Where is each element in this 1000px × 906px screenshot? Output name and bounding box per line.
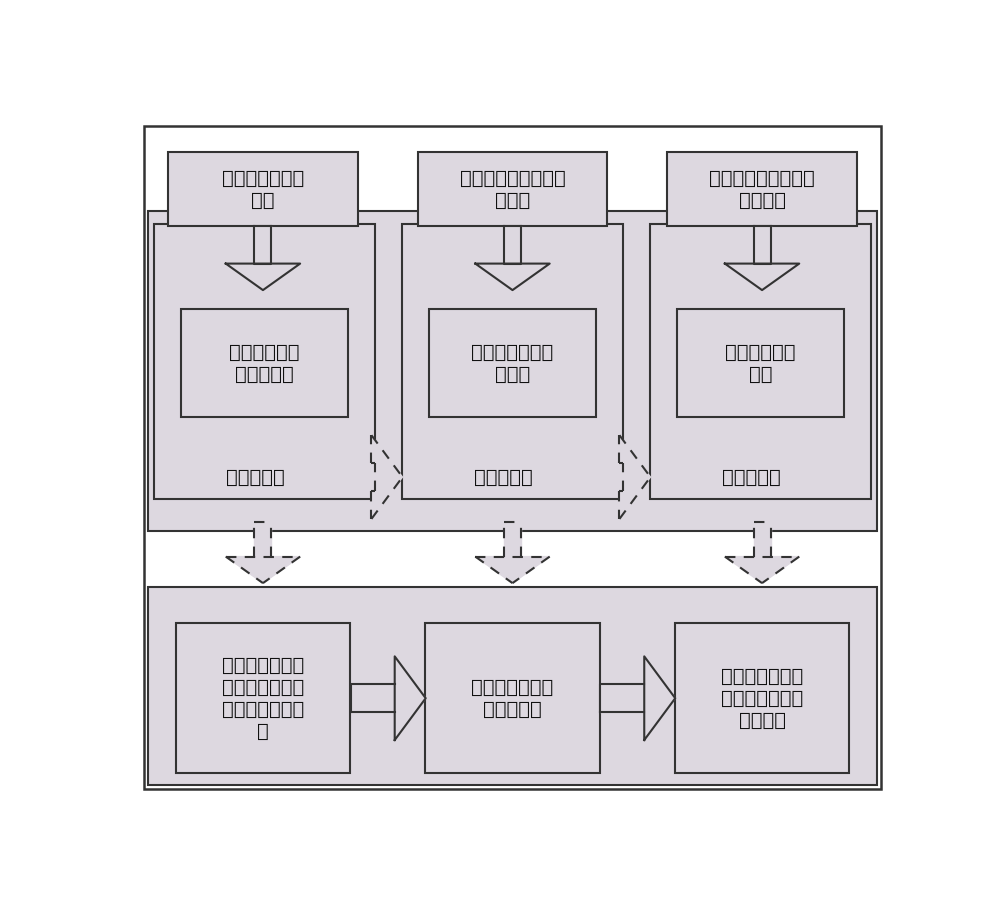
Polygon shape [254,226,271,264]
Polygon shape [475,556,550,583]
Polygon shape [226,264,300,290]
Polygon shape [644,656,675,740]
FancyBboxPatch shape [176,623,350,773]
Polygon shape [226,556,300,583]
Polygon shape [725,556,799,583]
Polygon shape [475,264,550,290]
Polygon shape [619,463,623,491]
Polygon shape [504,522,521,556]
FancyBboxPatch shape [181,309,348,418]
Polygon shape [371,435,402,519]
Text: 数据信息校核
与预测模块: 数据信息校核 与预测模块 [229,342,300,384]
FancyBboxPatch shape [154,224,375,499]
Polygon shape [504,226,521,264]
FancyBboxPatch shape [148,211,877,531]
Polygon shape [395,656,426,740]
FancyBboxPatch shape [650,224,871,499]
Polygon shape [619,435,650,519]
Polygon shape [754,226,771,264]
Text: 宏观路网仿真
模块: 宏观路网仿真 模块 [725,342,796,384]
Text: 交通向量仿真、提取
与存储: 交通向量仿真、提取 与存储 [460,169,565,209]
Text: 决策层融合: 决策层融合 [722,467,780,487]
Text: 历史数据与信息
存储: 历史数据与信息 存储 [222,169,304,209]
FancyBboxPatch shape [148,586,877,786]
Text: 历史信息、地理
信息、交通流时
变模型生成及修
正: 历史信息、地理 信息、交通流时 变模型生成及修 正 [222,656,304,741]
Polygon shape [725,264,799,290]
FancyBboxPatch shape [429,309,596,418]
FancyBboxPatch shape [677,309,844,418]
Polygon shape [371,463,375,491]
FancyBboxPatch shape [402,224,623,499]
FancyBboxPatch shape [425,623,600,773]
FancyBboxPatch shape [675,623,849,773]
Text: 特征层融合: 特征层融合 [474,467,532,487]
FancyBboxPatch shape [418,152,607,226]
FancyBboxPatch shape [667,152,857,226]
Text: 路网级联关系、
网络可靠性度量
指标评估: 路网级联关系、 网络可靠性度量 指标评估 [721,667,803,729]
FancyBboxPatch shape [168,152,358,226]
Text: 数据层融合: 数据层融合 [226,467,285,487]
FancyBboxPatch shape [144,126,881,789]
Text: 可靠性参数计算、筛
选与组合: 可靠性参数计算、筛 选与组合 [709,169,815,209]
Polygon shape [254,522,271,556]
Polygon shape [600,684,644,712]
Polygon shape [351,684,395,712]
Polygon shape [754,522,771,556]
Text: 路段交通向量特
征提取筛选: 路段交通向量特 征提取筛选 [471,678,554,718]
Text: 微观路段交通仿
真模块: 微观路段交通仿 真模块 [471,342,554,384]
